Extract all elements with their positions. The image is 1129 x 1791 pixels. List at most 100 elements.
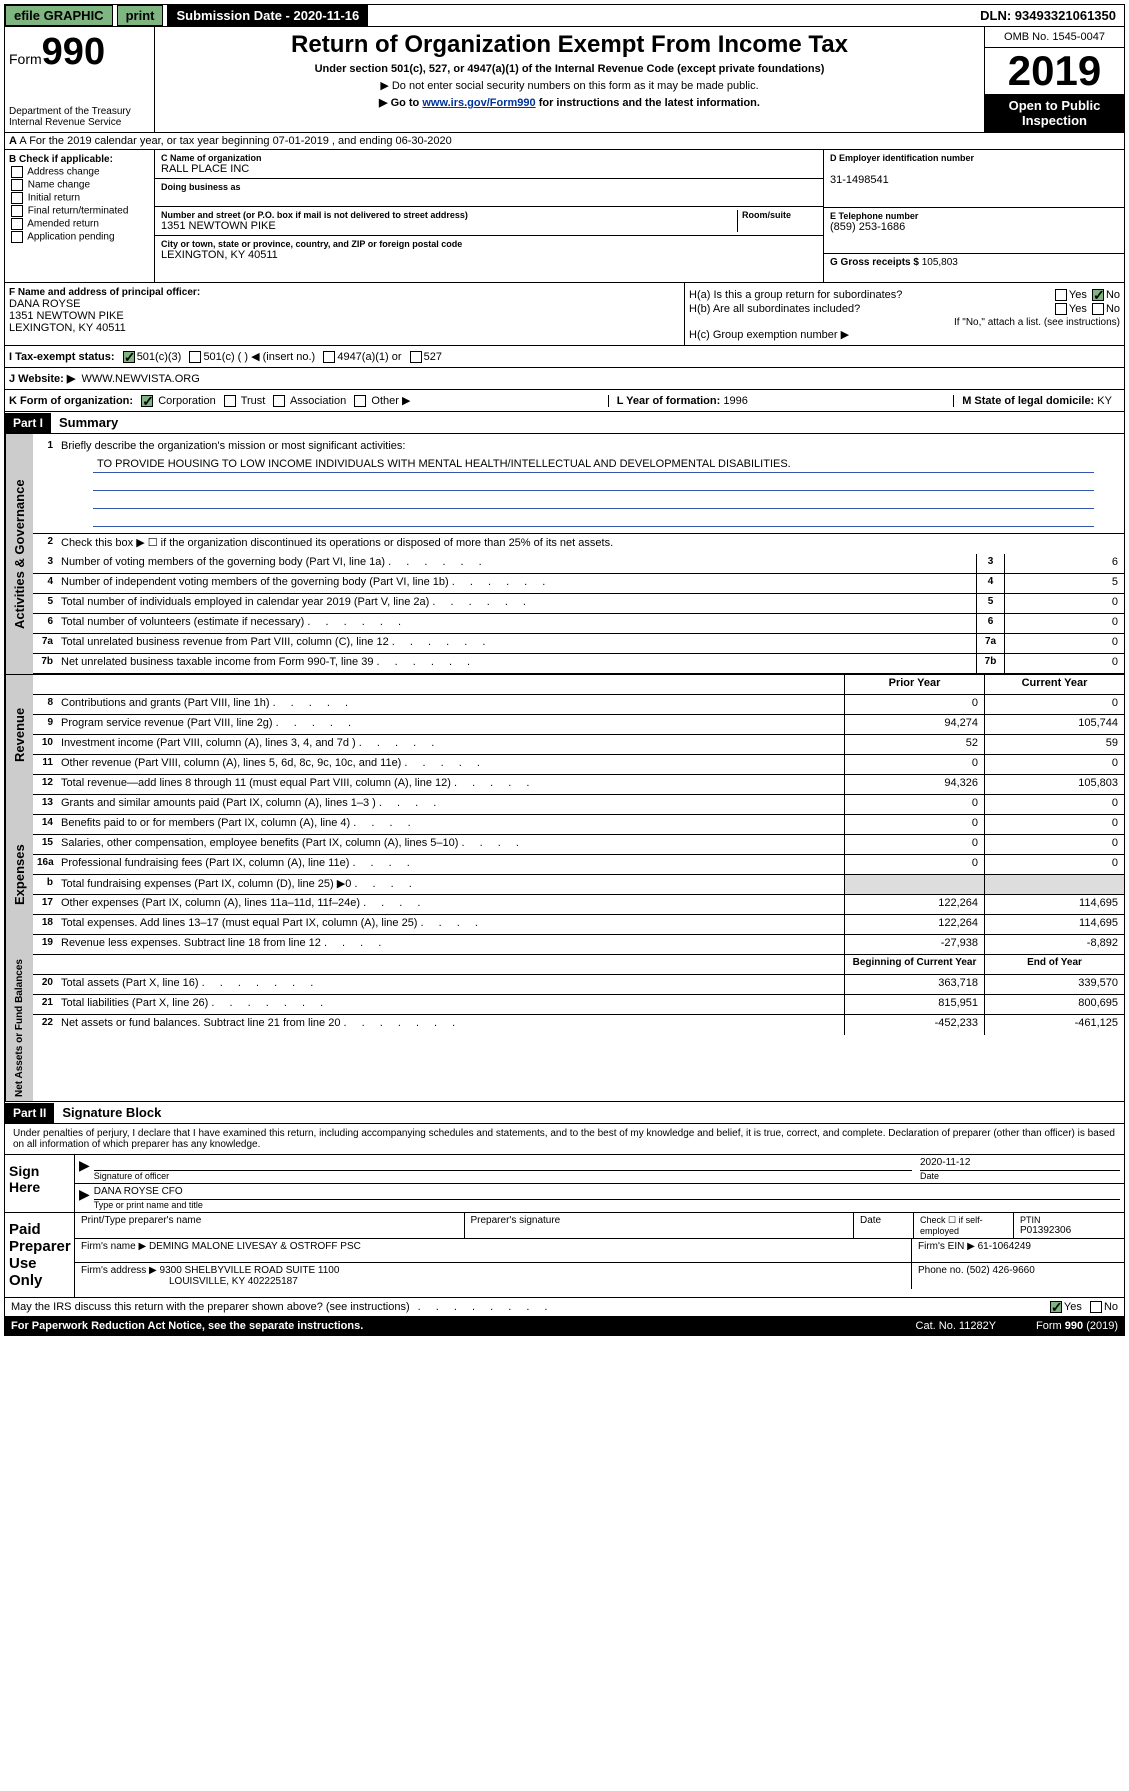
col-prior-year: Prior Year — [844, 675, 984, 694]
open-to-public: Open to Public Inspection — [985, 94, 1124, 132]
subtitle-2: ▶ Do not enter social security numbers o… — [159, 79, 980, 92]
rev-row-12: 12Total revenue—add lines 8 through 11 (… — [33, 775, 1124, 795]
rev-row-11: 11Other revenue (Part VIII, column (A), … — [33, 755, 1124, 775]
chk-application-pending[interactable] — [11, 231, 23, 243]
gov-row-6: 6Total number of volunteers (estimate if… — [33, 614, 1124, 634]
rev-row-10: 10Investment income (Part VIII, column (… — [33, 735, 1124, 755]
dln: DLN: 93493321061350 — [972, 6, 1124, 25]
chk-ha-yes[interactable] — [1055, 289, 1067, 301]
dba-cell: Doing business as — [155, 179, 823, 207]
mission-blank-2 — [93, 493, 1094, 509]
gov-row-5: 5Total number of individuals employed in… — [33, 594, 1124, 614]
form-footer: Form 990 (2019) — [1036, 1320, 1118, 1332]
subtitle-3: ▶ Go to www.irs.gov/Form990 for instruct… — [159, 96, 980, 109]
form-of-org: K Form of organization: Corporation Trus… — [4, 390, 1125, 412]
sidebar-netassets: Net Assets or Fund Balances — [5, 955, 33, 1101]
sign-here-label: Sign Here — [5, 1155, 75, 1212]
chk-assoc[interactable] — [273, 395, 285, 407]
na-row-20: 20Total assets (Part X, line 16) . . . .… — [33, 975, 1124, 995]
sign-here: Sign Here ▶ Signature of officer 2020-11… — [4, 1155, 1125, 1213]
sidebar-revenue: Revenue — [5, 675, 33, 795]
omb-number: OMB No. 1545-0047 — [985, 27, 1124, 48]
chk-amended[interactable] — [11, 218, 23, 230]
part1-header: Part I Summary — [4, 412, 1125, 434]
declaration-text: Under penalties of perjury, I declare th… — [5, 1124, 1124, 1154]
chk-name-change[interactable] — [11, 179, 23, 191]
form-title: Return of Organization Exempt From Incom… — [159, 31, 980, 59]
col-current-year: Current Year — [984, 675, 1124, 694]
col-begin-year: Beginning of Current Year — [844, 955, 984, 974]
print-button[interactable]: print — [117, 5, 164, 26]
chk-final-return[interactable] — [11, 205, 23, 217]
org-info-grid: B Check if applicable: Address change Na… — [4, 150, 1125, 283]
tax-exempt-status: I Tax-exempt status: 501(c)(3) 501(c) ( … — [4, 346, 1125, 368]
chk-discuss-no[interactable] — [1090, 1301, 1102, 1313]
rev-row-9: 9Program service revenue (Part VIII, lin… — [33, 715, 1124, 735]
exp-row-13: 13Grants and similar amounts paid (Part … — [33, 795, 1124, 815]
efile-button[interactable]: efile GRAPHIC — [5, 5, 113, 26]
rev-row-8: 8Contributions and grants (Part VIII, li… — [33, 695, 1124, 715]
chk-initial-return[interactable] — [11, 192, 23, 204]
website-value: WWW.NEWVISTA.ORG — [81, 373, 199, 385]
chk-other[interactable] — [354, 395, 366, 407]
paid-preparer: Paid Preparer Use Only Print/Type prepar… — [4, 1213, 1125, 1298]
col-end-year: End of Year — [984, 955, 1124, 974]
signature-section: Under penalties of perjury, I declare th… — [4, 1124, 1125, 1155]
gov-row-4: 4Number of independent voting members of… — [33, 574, 1124, 594]
form-header: Form990 Department of the Treasury Inter… — [4, 27, 1125, 133]
mission-blank-1 — [93, 475, 1094, 491]
principal-officer: F Name and address of principal officer:… — [5, 283, 684, 345]
gross-receipts-cell: G Gross receipts $ 105,803 — [824, 254, 1124, 282]
chk-501c[interactable] — [189, 351, 201, 363]
chk-527[interactable] — [410, 351, 422, 363]
na-row-22: 22Net assets or fund balances. Subtract … — [33, 1015, 1124, 1035]
chk-hb-yes[interactable] — [1055, 303, 1067, 315]
officer-group-row: F Name and address of principal officer:… — [4, 283, 1125, 346]
city-cell: City or town, state or province, country… — [155, 236, 823, 264]
paid-preparer-label: Paid Preparer Use Only — [5, 1213, 75, 1297]
governance-section: Activities & Governance 1Briefly describ… — [4, 434, 1125, 674]
exp-row-18: 18Total expenses. Add lines 13–17 (must … — [33, 915, 1124, 935]
dept-label: Department of the Treasury Internal Reve… — [9, 106, 150, 128]
tax-year: 2019 — [985, 48, 1124, 94]
expenses-section: Expenses 13Grants and similar amounts pa… — [4, 795, 1125, 955]
exp-row-17: 17Other expenses (Part IX, column (A), l… — [33, 895, 1124, 915]
part2-header: Part II Signature Block — [4, 1102, 1125, 1124]
mission-text: TO PROVIDE HOUSING TO LOW INCOME INDIVID… — [93, 456, 1094, 473]
col-b-checkboxes: B Check if applicable: Address change Na… — [5, 150, 155, 282]
gov-row-3: 3Number of voting members of the governi… — [33, 554, 1124, 574]
chk-discuss-yes[interactable] — [1050, 1301, 1062, 1313]
mission-blank-3 — [93, 511, 1094, 527]
sidebar-expenses: Expenses — [5, 795, 33, 955]
instructions-link[interactable]: www.irs.gov/Form990 — [422, 97, 535, 109]
exp-row-14: 14Benefits paid to or for members (Part … — [33, 815, 1124, 835]
exp-row-16a: 16aProfessional fundraising fees (Part I… — [33, 855, 1124, 875]
paperwork-row: For Paperwork Reduction Act Notice, see … — [4, 1317, 1125, 1336]
address-cell: Number and street (or P.O. box if mail i… — [155, 207, 823, 236]
row-a-tax-year: A A For the 2019 calendar year, or tax y… — [4, 133, 1125, 150]
sidebar-governance: Activities & Governance — [5, 434, 33, 674]
topbar: efile GRAPHIC print Submission Date - 20… — [4, 4, 1125, 27]
chk-hb-no[interactable] — [1092, 303, 1104, 315]
na-row-21: 21Total liabilities (Part X, line 26) . … — [33, 995, 1124, 1015]
netassets-section: Net Assets or Fund Balances Beginning of… — [4, 955, 1125, 1102]
chk-address-change[interactable] — [11, 166, 23, 178]
chk-corp[interactable] — [141, 395, 153, 407]
form-number: Form990 — [9, 31, 150, 74]
subtitle-1: Under section 501(c), 527, or 4947(a)(1)… — [159, 63, 980, 75]
website-row: J Website: ▶ WWW.NEWVISTA.ORG — [4, 368, 1125, 390]
gov-row-7b: 7bNet unrelated business taxable income … — [33, 654, 1124, 674]
chk-ha-no[interactable] — [1092, 289, 1104, 301]
ein-cell: D Employer identification number 31-1498… — [824, 150, 1124, 208]
chk-501c3[interactable] — [123, 351, 135, 363]
exp-row-b: bTotal fundraising expenses (Part IX, co… — [33, 875, 1124, 895]
chk-4947[interactable] — [323, 351, 335, 363]
chk-trust[interactable] — [224, 395, 236, 407]
submission-date: Submission Date - 2020-11-16 — [167, 5, 368, 26]
gov-row-7a: 7aTotal unrelated business revenue from … — [33, 634, 1124, 654]
exp-row-15: 15Salaries, other compensation, employee… — [33, 835, 1124, 855]
telephone-cell: E Telephone number (859) 253-1686 — [824, 208, 1124, 254]
group-return: H(a) Is this a group return for subordin… — [684, 283, 1124, 345]
revenue-section: Revenue Prior Year Current Year 8Contrib… — [4, 674, 1125, 795]
exp-row-19: 19Revenue less expenses. Subtract line 1… — [33, 935, 1124, 955]
